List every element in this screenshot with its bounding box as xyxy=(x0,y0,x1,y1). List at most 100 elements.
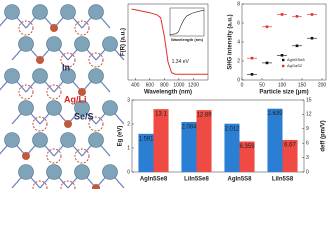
atom xyxy=(74,100,90,116)
y2-tick-label: 3 xyxy=(306,155,309,161)
atom-label: Se/S xyxy=(74,111,94,121)
atom xyxy=(46,36,62,52)
x-axis-label: Wavelength (nm) xyxy=(171,37,204,42)
atom xyxy=(46,164,62,180)
bar xyxy=(267,108,283,172)
x-tick-label: AgIn5Se8 xyxy=(140,177,168,183)
y-tick-label: 0 xyxy=(237,77,240,83)
vacancy xyxy=(74,148,90,164)
vacancy xyxy=(88,52,104,68)
x-tick-label: 400 xyxy=(131,82,140,88)
crystal-structure xyxy=(0,4,125,189)
atom xyxy=(46,100,62,116)
y2-tick-label: 0 xyxy=(306,169,309,175)
atom xyxy=(88,68,104,84)
bar xyxy=(224,123,240,172)
atom xyxy=(60,132,76,148)
value-label: 6.359 xyxy=(240,144,256,150)
value-label: 6.67 xyxy=(284,143,296,149)
atom xyxy=(64,120,72,128)
value-label: 13.1 xyxy=(155,112,167,118)
atom xyxy=(22,152,30,160)
atom xyxy=(50,24,58,32)
x-tick-label: 800 xyxy=(160,82,169,88)
annotation: 1.34 eV xyxy=(172,59,190,65)
value-label: 2.084 xyxy=(181,125,197,131)
vacancy xyxy=(88,116,104,132)
y2-tick-label: 6 xyxy=(306,141,309,147)
value-label: 1.591 xyxy=(138,136,154,142)
value-label: 2.012 xyxy=(224,126,240,132)
atom xyxy=(88,132,104,148)
y-axis-label: F(R) (a.u.) xyxy=(121,28,127,56)
y-tick-label: 3 xyxy=(127,97,130,103)
vacancy xyxy=(32,180,48,189)
point xyxy=(310,36,314,40)
line xyxy=(131,8,208,75)
y-tick-label: 6 xyxy=(237,20,240,26)
x-tick-label: 50 xyxy=(259,82,265,88)
atom xyxy=(32,132,48,148)
atom xyxy=(18,164,34,180)
atom xyxy=(18,100,34,116)
atom xyxy=(32,4,48,20)
atom xyxy=(60,68,76,84)
vacancy xyxy=(46,148,62,164)
x-tick-label: 100 xyxy=(278,82,287,88)
atom xyxy=(92,184,100,189)
point xyxy=(280,13,284,16)
x-tick-label: 1200 xyxy=(188,82,199,88)
atom xyxy=(88,4,104,20)
value-label: 2.639 xyxy=(267,111,283,117)
atom xyxy=(78,88,86,96)
vacancy xyxy=(60,52,76,68)
bar xyxy=(138,133,154,172)
y-axis-label: SHG intensity (a.u.) xyxy=(228,14,234,69)
figure: In Ag/Li Se/S 400 600 800 1000 1200Wavelengt… xyxy=(0,1,327,189)
point xyxy=(265,61,269,65)
y2-axis-label: deff (pm/V) xyxy=(321,120,327,151)
bar xyxy=(239,141,255,172)
bar xyxy=(196,110,212,172)
legend-label: AgIn5Se8 xyxy=(287,57,305,62)
atom xyxy=(102,164,118,180)
plot-frame xyxy=(169,7,205,37)
atom xyxy=(36,56,44,64)
y2-tick-label: 9 xyxy=(306,126,309,132)
atom xyxy=(74,164,90,180)
x-tick-label: AgIn5S8 xyxy=(227,177,252,183)
y-axis-label: Eg (eV) xyxy=(118,126,124,147)
atom xyxy=(4,4,20,20)
bar xyxy=(282,139,298,172)
x-tick-label: LiIn5S8 xyxy=(272,177,294,183)
plot-frame xyxy=(241,3,327,81)
bar xyxy=(181,121,197,172)
x-tick-label: 150 xyxy=(298,82,307,88)
atom xyxy=(18,36,34,52)
x-tick-label: 1000 xyxy=(173,82,184,88)
vacancy xyxy=(74,20,90,36)
atom xyxy=(74,36,90,52)
value-label: 12.89 xyxy=(197,113,213,119)
point xyxy=(295,44,299,48)
x-tick-label: 600 xyxy=(146,82,155,88)
point xyxy=(265,25,269,29)
atom xyxy=(60,4,76,20)
y-tick-label: 2 xyxy=(127,121,130,127)
point xyxy=(250,56,254,60)
atom-label: In xyxy=(62,62,70,72)
vacancy xyxy=(46,84,62,100)
atom-label: Ag/Li xyxy=(64,94,87,104)
point xyxy=(250,73,254,76)
atom xyxy=(102,100,118,116)
x-axis-label: Wavelength (nm) xyxy=(144,90,192,96)
y-tick-label: 0 xyxy=(127,169,130,175)
y-tick-label: 1 xyxy=(127,145,130,151)
x-axis-label: Particle size (μm) xyxy=(259,90,308,96)
bar xyxy=(153,109,169,172)
x-tick-label: 0 xyxy=(241,82,244,88)
y-tick-label: 4 xyxy=(237,39,240,45)
chart: 400 600 800 1000 1200 Wavelength (nm) F(R) (a.… xyxy=(121,3,209,96)
legend-label: AgGaS2 xyxy=(287,63,303,68)
chart: 0 50 100 150 200 0 2 4 6 8 Particle size (μm) SHG i… xyxy=(228,1,327,95)
